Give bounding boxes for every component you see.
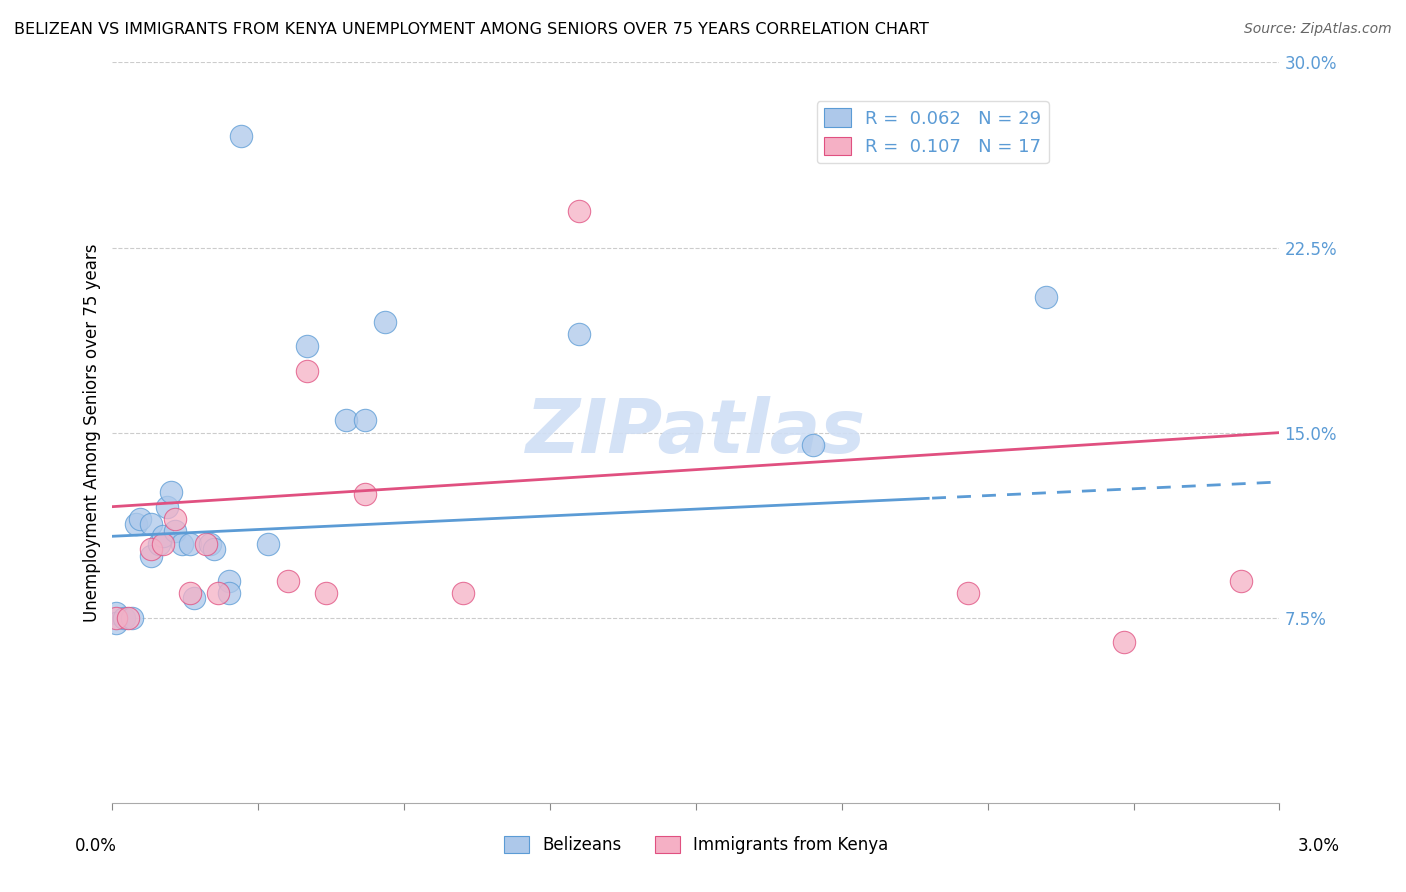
- Text: ZIPatlas: ZIPatlas: [526, 396, 866, 469]
- Point: [156, 500, 179, 514]
- Point: [354, 413, 377, 427]
- Point: [207, 586, 229, 600]
- Point: [105, 615, 128, 630]
- Point: [451, 586, 474, 600]
- Text: BELIZEAN VS IMMIGRANTS FROM KENYA UNEMPLOYMENT AMONG SENIORS OVER 75 YEARS CORRE: BELIZEAN VS IMMIGRANTS FROM KENYA UNEMPL…: [14, 22, 929, 37]
- Point: [105, 610, 128, 624]
- Point: [194, 536, 217, 550]
- Point: [1229, 574, 1251, 588]
- Point: [172, 536, 194, 550]
- Point: [152, 536, 174, 550]
- Point: [128, 512, 150, 526]
- Point: [257, 536, 280, 550]
- Point: [198, 536, 221, 550]
- Point: [112, 610, 135, 624]
- Point: [354, 487, 377, 501]
- Point: [121, 610, 143, 624]
- Point: [163, 524, 186, 539]
- Point: [1035, 290, 1057, 304]
- Legend: Belizeans, Immigrants from Kenya: Belizeans, Immigrants from Kenya: [498, 830, 894, 861]
- Point: [179, 586, 201, 600]
- Point: [335, 413, 357, 427]
- Point: [183, 591, 205, 605]
- Point: [568, 203, 591, 218]
- Point: [295, 364, 318, 378]
- Point: [957, 586, 980, 600]
- Point: [276, 574, 298, 588]
- Text: 0.0%: 0.0%: [75, 837, 117, 855]
- Text: Source: ZipAtlas.com: Source: ZipAtlas.com: [1244, 22, 1392, 37]
- Text: 3.0%: 3.0%: [1298, 837, 1340, 855]
- Point: [295, 339, 318, 353]
- Point: [179, 536, 201, 550]
- Point: [148, 536, 170, 550]
- Point: [218, 574, 240, 588]
- Point: [1112, 635, 1135, 649]
- Point: [141, 541, 163, 556]
- Point: [218, 586, 240, 600]
- Point: [229, 129, 252, 144]
- Point: [117, 610, 139, 624]
- Point: [202, 541, 225, 556]
- Point: [141, 549, 163, 563]
- Point: [163, 512, 186, 526]
- Point: [160, 484, 183, 499]
- Point: [374, 314, 396, 328]
- Point: [105, 606, 128, 620]
- Y-axis label: Unemployment Among Seniors over 75 years: Unemployment Among Seniors over 75 years: [83, 244, 101, 622]
- Point: [315, 586, 337, 600]
- Point: [568, 326, 591, 341]
- Point: [152, 529, 174, 543]
- Point: [125, 516, 148, 531]
- Point: [141, 516, 163, 531]
- Point: [801, 438, 824, 452]
